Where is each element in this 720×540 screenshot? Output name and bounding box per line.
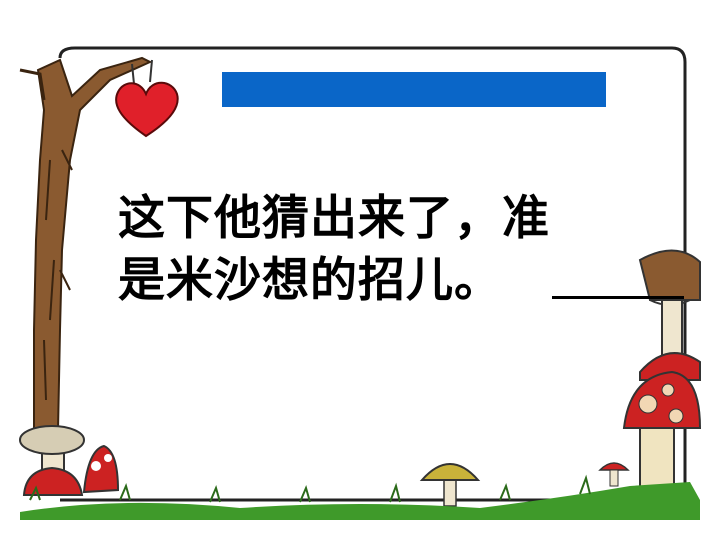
- tree-icon: [19, 56, 153, 431]
- grass-icon: [20, 474, 700, 520]
- frame-border: [58, 46, 687, 502]
- question-line-1: 这下他猜出来了，准: [118, 191, 550, 246]
- title-bar: [222, 72, 606, 107]
- mushroom-right-icon: [598, 249, 702, 489]
- heart-icon: [115, 59, 179, 138]
- question-line-2: 是米沙想的招儿。: [118, 253, 502, 308]
- answer-blank[interactable]: [552, 296, 684, 299]
- question-text: 这下他猜出来了，准 是米沙想的招儿。: [118, 188, 550, 312]
- mushroom-small-icon: [419, 463, 481, 507]
- mushroom-left-icon: [19, 425, 120, 496]
